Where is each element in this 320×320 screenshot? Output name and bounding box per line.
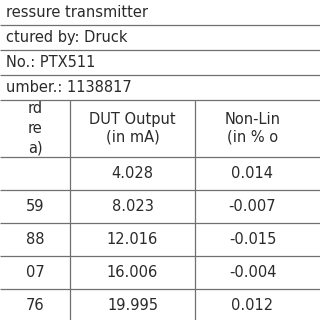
Text: 76: 76 bbox=[26, 298, 44, 313]
Text: 59: 59 bbox=[26, 199, 44, 214]
Text: 19.995: 19.995 bbox=[107, 298, 158, 313]
Text: 12.016: 12.016 bbox=[107, 232, 158, 247]
Text: 88: 88 bbox=[26, 232, 44, 247]
Text: -0.015: -0.015 bbox=[229, 232, 276, 247]
Text: umber.: 1138817: umber.: 1138817 bbox=[6, 80, 132, 95]
Text: 0.012: 0.012 bbox=[231, 298, 274, 313]
Text: DUT Output
(in mA): DUT Output (in mA) bbox=[89, 112, 176, 145]
Text: ctured by: Druck: ctured by: Druck bbox=[6, 30, 127, 45]
Text: -0.007: -0.007 bbox=[229, 199, 276, 214]
Text: 07: 07 bbox=[26, 265, 44, 280]
Text: 8.023: 8.023 bbox=[112, 199, 153, 214]
Text: rd
re
a): rd re a) bbox=[28, 101, 43, 156]
Text: 0.014: 0.014 bbox=[231, 166, 274, 181]
Text: Non-Lin
(in % o: Non-Lin (in % o bbox=[225, 112, 281, 145]
Text: 4.028: 4.028 bbox=[111, 166, 154, 181]
Text: 16.006: 16.006 bbox=[107, 265, 158, 280]
Text: No.: PTX511: No.: PTX511 bbox=[6, 55, 95, 70]
Text: ressure transmitter: ressure transmitter bbox=[6, 5, 148, 20]
Text: -0.004: -0.004 bbox=[229, 265, 276, 280]
